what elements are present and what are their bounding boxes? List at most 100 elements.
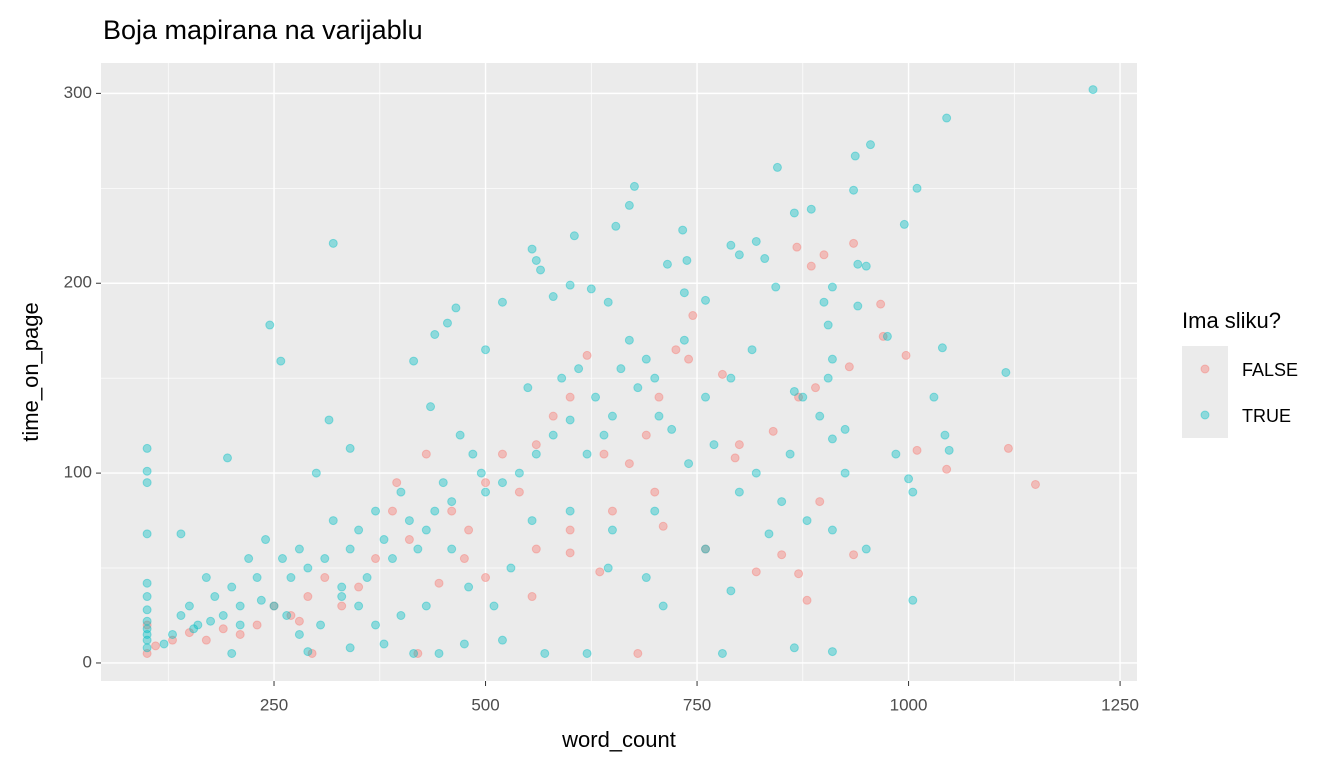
point [929,392,939,402]
point [1003,443,1013,453]
point [624,200,634,210]
point [392,478,402,488]
point [235,629,245,639]
point [261,535,271,545]
point [565,415,575,425]
point [701,392,711,402]
point [789,386,799,396]
point [235,601,245,611]
point [802,516,812,526]
point [912,445,922,455]
point [252,573,262,583]
point [413,544,423,554]
point [853,259,863,269]
point [481,487,491,497]
point [324,415,334,425]
point [371,620,381,630]
point [294,544,304,554]
point [891,449,901,459]
point [379,639,389,649]
point [527,244,537,254]
point [582,648,592,658]
point [256,595,266,605]
point [142,605,152,615]
point [286,573,296,583]
point [944,445,954,455]
point [387,506,397,516]
point [582,350,592,360]
point [540,648,550,658]
point [760,254,770,264]
point [768,426,778,436]
point [235,620,245,630]
point [286,610,296,620]
point [591,392,601,402]
point [792,242,802,252]
point [603,563,613,573]
point [662,259,672,269]
legend-title: Ima sliku? [1182,308,1281,333]
point [176,529,186,539]
point [827,434,837,444]
point [371,506,381,516]
point [607,411,617,421]
point [506,563,516,573]
point [426,402,436,412]
point [404,535,414,545]
point [827,354,837,364]
point [641,573,651,583]
point [899,219,909,229]
point [497,635,507,645]
point [751,236,761,246]
point [438,478,448,488]
point [142,643,152,653]
point [345,643,355,653]
point [650,506,660,516]
point [777,497,787,507]
point [523,383,533,393]
point [730,453,740,463]
point [603,297,613,307]
point [227,582,237,592]
point [827,647,837,657]
point [641,430,651,440]
point [937,343,947,353]
point [311,468,321,478]
point [421,449,431,459]
point [277,554,287,564]
legend: Ima sliku? FALSE TRUE [1182,308,1298,438]
point [252,620,262,630]
point [265,320,275,330]
point [574,364,584,374]
point [624,335,634,345]
point [201,573,211,583]
point [1088,85,1098,95]
point [396,487,406,497]
x-tick-label: 750 [683,695,711,714]
point [882,331,892,341]
point [633,383,643,393]
point [853,301,863,311]
point [201,635,211,645]
point [354,525,364,535]
point [861,261,871,271]
point [734,487,744,497]
chart-title: Boja mapirana na varijablu [103,15,423,45]
point [413,648,423,658]
point [876,299,886,309]
point [307,648,317,658]
point [497,478,507,488]
point [142,629,152,639]
point [802,595,812,605]
legend-key [1200,410,1210,420]
point [565,280,575,290]
point [806,204,816,214]
point [142,578,152,588]
point [354,582,364,592]
point [303,592,313,602]
point [658,601,668,611]
point [497,297,507,307]
point [421,525,431,535]
point [142,620,152,630]
point [497,449,507,459]
